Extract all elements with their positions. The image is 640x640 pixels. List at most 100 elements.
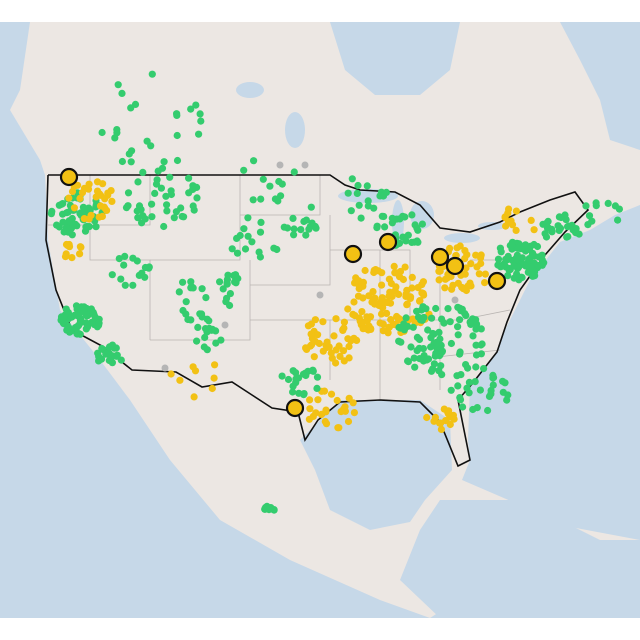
site-marker [71,324,79,332]
site-marker [175,288,183,296]
pacific [0,22,430,618]
site-marker [395,290,403,298]
inactive-marker [276,161,284,169]
site-marker [402,237,410,245]
site-marker [194,323,202,331]
site-marker [396,267,405,276]
site-marker [444,305,452,313]
site-marker [330,332,338,340]
site-marker [465,389,473,397]
site-marker [154,167,162,175]
site-marker [367,325,375,333]
site-marker [345,342,353,351]
site-marker [428,314,436,322]
site-marker [572,225,580,233]
north-atlantic [560,22,640,150]
site-marker [385,292,393,300]
site-marker [414,226,422,234]
site-marker [289,382,297,390]
site-marker [219,285,227,293]
site-marker [611,202,620,210]
site-marker [505,205,513,213]
inactive-marker [161,364,169,372]
site-marker [129,281,137,289]
site-marker [413,307,421,315]
site-marker [233,234,241,242]
site-marker [472,363,480,371]
site-marker [453,372,461,380]
site-marker [190,393,198,401]
site-marker [464,364,472,372]
site-marker [480,365,488,373]
site-marker [585,212,594,220]
site-marker [438,371,446,379]
site-marker [513,270,521,278]
site-marker [381,223,389,231]
hub-marker [59,167,79,187]
site-marker [65,194,73,202]
site-marker [212,339,220,347]
site-marker [438,315,446,323]
site-marker [355,314,363,322]
site-marker [497,263,505,271]
site-marker [418,220,426,228]
site-marker [60,313,68,321]
site-marker [113,126,121,134]
site-marker [475,270,483,278]
site-marker [92,223,100,231]
site-marker [458,305,466,313]
site-marker [162,192,170,200]
site-marker [98,128,106,137]
inactive-marker [221,321,229,329]
lake [236,82,264,98]
site-marker [496,244,504,252]
site-marker [307,203,315,211]
site-marker [64,241,72,250]
site-marker [185,174,193,182]
site-marker [205,317,213,325]
site-marker [226,290,234,298]
site-marker [241,245,250,253]
site-marker [335,342,343,350]
site-marker [196,310,204,318]
site-marker [401,213,409,221]
site-marker [604,199,612,207]
site-marker [418,316,426,324]
site-marker [564,233,572,241]
site-marker [179,278,187,286]
site-marker [310,353,318,361]
site-marker [201,333,209,342]
site-marker [456,396,465,404]
site-marker [430,360,438,368]
site-marker [157,184,165,192]
site-marker [518,273,526,282]
hub-marker [343,244,363,264]
site-marker [117,275,125,283]
site-marker [348,175,356,183]
site-marker [422,305,430,313]
site-marker [128,147,136,155]
site-marker [95,319,103,327]
site-marker [555,213,564,221]
site-marker [446,244,454,252]
site-marker [255,248,263,256]
site-marker [182,310,190,318]
site-marker [85,180,93,188]
site-marker [80,205,88,213]
site-marker [359,325,367,333]
site-marker [383,309,391,317]
site-marker [319,318,327,326]
site-marker [449,281,457,289]
site-marker [118,89,126,97]
site-marker [424,326,432,334]
site-marker [447,386,455,394]
site-marker [332,315,340,323]
site-marker [167,187,175,195]
site-marker [379,327,387,335]
site-marker [322,420,331,428]
site-marker [257,195,265,203]
inactive-marker [301,161,309,169]
site-marker [101,195,109,203]
site-marker [344,305,352,313]
site-marker [180,213,188,221]
